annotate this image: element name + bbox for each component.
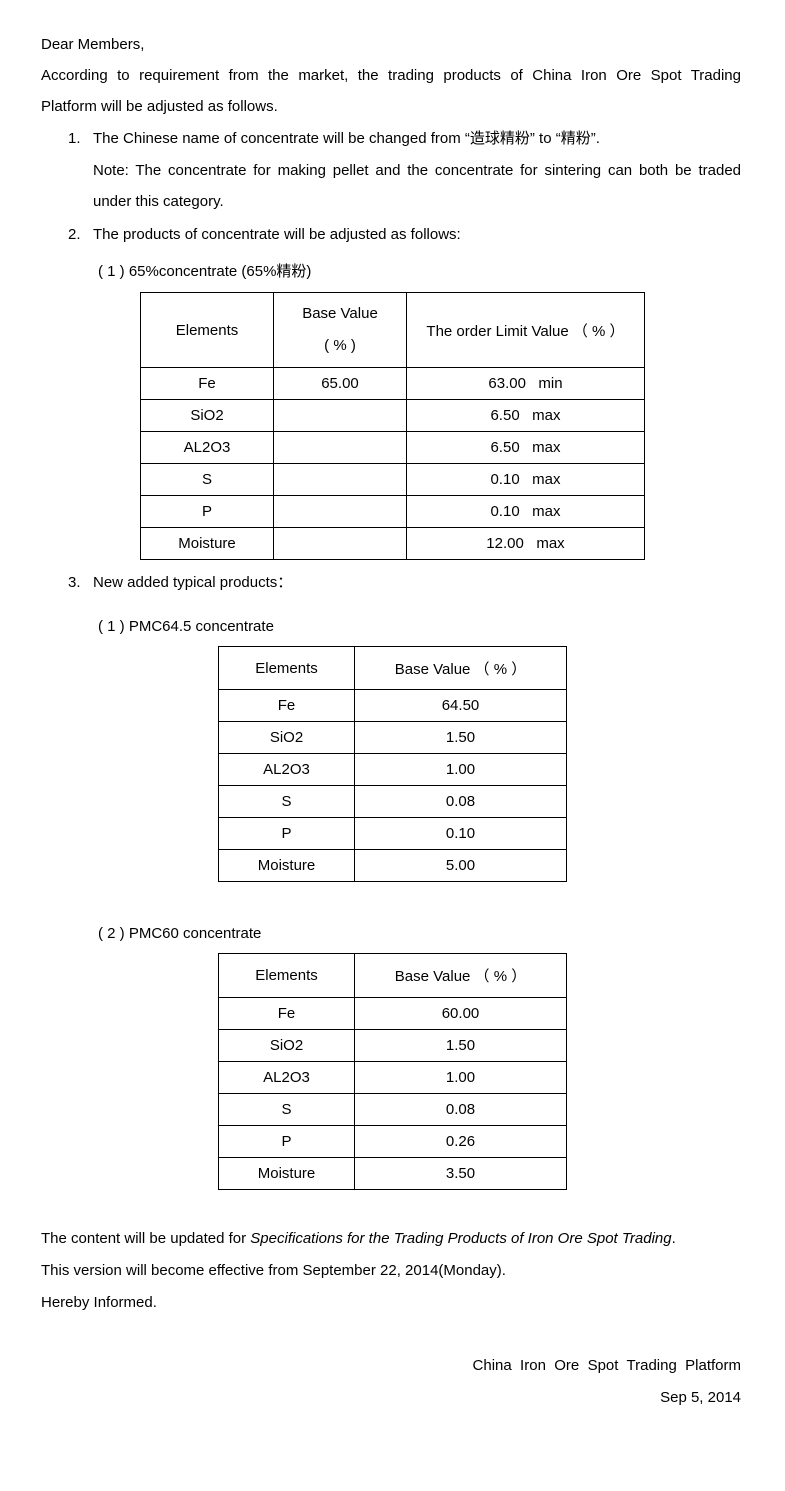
table-row: SiO2 1.50 xyxy=(218,721,567,754)
item-number: 2. xyxy=(68,226,81,243)
closing-line: The content will be updated for Specific… xyxy=(41,1229,676,1249)
table-cell: 0.08 xyxy=(354,1093,567,1126)
table-row: AL2O3 1.00 xyxy=(218,753,567,786)
table-cell: 1.00 xyxy=(354,753,567,786)
header-cell: Base Value （ % ） xyxy=(354,646,567,690)
table-cell xyxy=(273,463,407,496)
subheading: ( 1 ) 65%concentrate (65%精粉) xyxy=(98,263,312,280)
table-cell: 0.26 xyxy=(354,1125,567,1158)
table-pmc64-5: Elements Base Value （ % ） Fe 64.50 SiO2 1.50… xyxy=(218,646,567,882)
table-cell: 6.50 max xyxy=(406,399,645,432)
table-cell: 63.00 min xyxy=(406,367,645,400)
table-cell: Fe xyxy=(218,689,355,722)
table-cell: 0.10 xyxy=(354,817,567,850)
header-cell: Base Value ( % ) xyxy=(273,292,407,368)
document-title: Specifications for the Trading Products … xyxy=(250,1230,672,1247)
header-cell: Elements xyxy=(140,292,274,368)
item-number: 3. xyxy=(68,574,81,591)
table-cell: AL2O3 xyxy=(218,1061,355,1094)
item1-text: The Chinese name of concentrate will be … xyxy=(93,130,600,147)
item2-text: The products of concentrate will be adju… xyxy=(93,226,461,243)
table-row: SiO2 1.50 xyxy=(218,1029,567,1062)
table-cell: S xyxy=(140,463,274,496)
table-65-concentrate: Elements Base Value ( % ) The order Limit… xyxy=(140,292,645,560)
table-cell: S xyxy=(218,1093,355,1126)
table-cell: Moisture xyxy=(218,1157,355,1190)
table-cell: 0.10 max xyxy=(406,463,645,496)
table-cell: S xyxy=(218,785,355,818)
table-cell: 1.00 xyxy=(354,1061,567,1094)
table-cell: SiO2 xyxy=(140,399,274,432)
table-row: S 0.08 xyxy=(218,1093,567,1126)
table-cell: AL2O3 xyxy=(218,753,355,786)
table-row: Moisture 5.00 xyxy=(218,849,567,882)
table-row: P 0.10 max xyxy=(140,495,645,528)
table-cell: 64.50 xyxy=(354,689,567,722)
header-cell: Base Value （ % ） xyxy=(354,953,567,998)
table-cell: SiO2 xyxy=(218,1029,355,1062)
closing-text: . xyxy=(671,1230,676,1247)
table-row: Moisture 12.00 max xyxy=(140,527,645,560)
header-cell: The order Limit Value （ % ） xyxy=(406,292,645,368)
table-cell: 1.50 xyxy=(354,1029,567,1062)
subheading: ( 1 ) PMC64.5 concentrate xyxy=(98,618,274,635)
table-cell: 0.08 xyxy=(354,785,567,818)
table-cell: 60.00 xyxy=(354,997,567,1030)
table-cell: P xyxy=(218,1125,355,1158)
table-row: Fe 60.00 xyxy=(218,997,567,1030)
item1-note: under this category. xyxy=(93,193,224,210)
table-cell xyxy=(273,431,407,464)
table-cell: Fe xyxy=(218,997,355,1030)
table-row: Fe 64.50 xyxy=(218,689,567,722)
table-cell: P xyxy=(140,495,274,528)
subheading: ( 2 ) PMC60 concentrate xyxy=(98,925,262,942)
table-pmc60: Elements Base Value （ % ） Fe 60.00 SiO2 1.50… xyxy=(218,953,567,1190)
greeting: Dear Members, xyxy=(41,36,145,53)
item-number: 1. xyxy=(68,130,81,147)
intro-line: Platform will be adjusted as follows. xyxy=(41,98,278,115)
signature-org: China Iron Ore Spot Trading Platform xyxy=(472,1357,741,1374)
intro-line: According to requirement from the market… xyxy=(41,67,741,84)
table-cell: Moisture xyxy=(218,849,355,882)
closing-text: The content will be updated for xyxy=(41,1230,251,1247)
table-cell xyxy=(273,399,407,432)
table-row: SiO2 6.50 max xyxy=(140,399,645,432)
table-row: AL2O3 6.50 max xyxy=(140,431,645,464)
table-cell: AL2O3 xyxy=(140,431,274,464)
item1-note: Note: The concentrate for making pellet … xyxy=(93,162,741,179)
item3-text: New added typical products： xyxy=(93,574,293,591)
table-row: S 0.10 max xyxy=(140,463,645,496)
table-cell: 6.50 max xyxy=(406,431,645,464)
header-text: Base Value xyxy=(302,305,378,322)
table-cell: 5.00 xyxy=(354,849,567,882)
table-cell: 3.50 xyxy=(354,1157,567,1190)
table-cell: SiO2 xyxy=(218,721,355,754)
header-cell: Elements xyxy=(218,646,355,690)
table-row: S 0.08 xyxy=(218,785,567,818)
closing-line: Hereby Informed. xyxy=(41,1294,157,1311)
table-cell: 12.00 max xyxy=(406,527,645,560)
table-cell: Fe xyxy=(140,367,274,400)
table-cell: Moisture xyxy=(140,527,274,560)
table-cell: P xyxy=(218,817,355,850)
table-row: P 0.26 xyxy=(218,1125,567,1158)
closing-line: This version will become effective from … xyxy=(41,1262,506,1279)
header-text: ( % ) xyxy=(324,337,356,354)
signature-date: Sep 5, 2014 xyxy=(660,1389,741,1406)
table-row: Fe 65.00 63.00 min xyxy=(140,367,645,400)
table-cell xyxy=(273,527,407,560)
table-cell: 0.10 max xyxy=(406,495,645,528)
table-cell: 1.50 xyxy=(354,721,567,754)
table-row: P 0.10 xyxy=(218,817,567,850)
header-cell: Elements xyxy=(218,953,355,998)
table-row: Moisture 3.50 xyxy=(218,1157,567,1190)
table-cell xyxy=(273,495,407,528)
table-row: AL2O3 1.00 xyxy=(218,1061,567,1094)
table-cell: 65.00 xyxy=(273,367,407,400)
